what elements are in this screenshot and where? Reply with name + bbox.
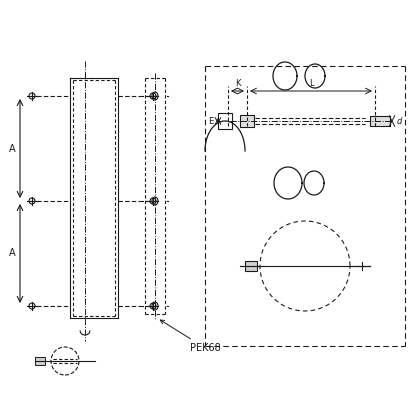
- Text: d: d: [396, 116, 402, 126]
- Text: E: E: [209, 116, 214, 126]
- Text: A: A: [9, 249, 15, 259]
- Text: A: A: [9, 143, 15, 154]
- FancyBboxPatch shape: [245, 261, 257, 271]
- Text: K: K: [235, 78, 240, 88]
- Text: L: L: [309, 78, 313, 88]
- FancyBboxPatch shape: [240, 115, 254, 127]
- FancyBboxPatch shape: [370, 116, 390, 126]
- FancyBboxPatch shape: [35, 357, 45, 365]
- Text: PEK68: PEK68: [160, 320, 221, 353]
